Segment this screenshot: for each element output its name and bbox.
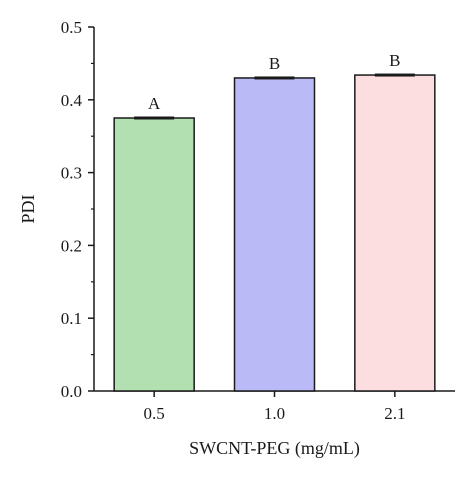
- significance-label: B: [269, 54, 280, 73]
- bar: [233, 77, 316, 392]
- bar: [354, 74, 436, 392]
- y-tick-label: 0.1: [61, 309, 82, 328]
- significance-label: A: [148, 94, 161, 113]
- y-tick-label: 0.0: [61, 382, 82, 401]
- x-tick-label: 1.0: [264, 404, 285, 423]
- x-tick-label: 0.5: [144, 404, 165, 423]
- y-axis: 0.0 0.1 0.2 0.3 0.4 0.5: [61, 18, 95, 401]
- y-axis-title: PDI: [18, 194, 38, 223]
- error-bar: [254, 76, 295, 80]
- bar: [113, 117, 195, 392]
- error-bar: [374, 73, 415, 77]
- error-bar: [134, 116, 175, 120]
- x-axis-title: SWCNT-PEG (mg/mL): [189, 438, 360, 459]
- y-tick-label: 0.4: [61, 91, 83, 110]
- significance-label: B: [389, 51, 400, 70]
- y-tick-label: 0.5: [61, 18, 82, 37]
- x-axis: 0.5 1.0 2.1: [94, 390, 455, 423]
- y-tick-label: 0.3: [61, 164, 82, 183]
- x-tick-label: 2.1: [384, 404, 405, 423]
- y-tick-label: 0.2: [61, 236, 82, 255]
- bar-series: A B B: [113, 51, 436, 392]
